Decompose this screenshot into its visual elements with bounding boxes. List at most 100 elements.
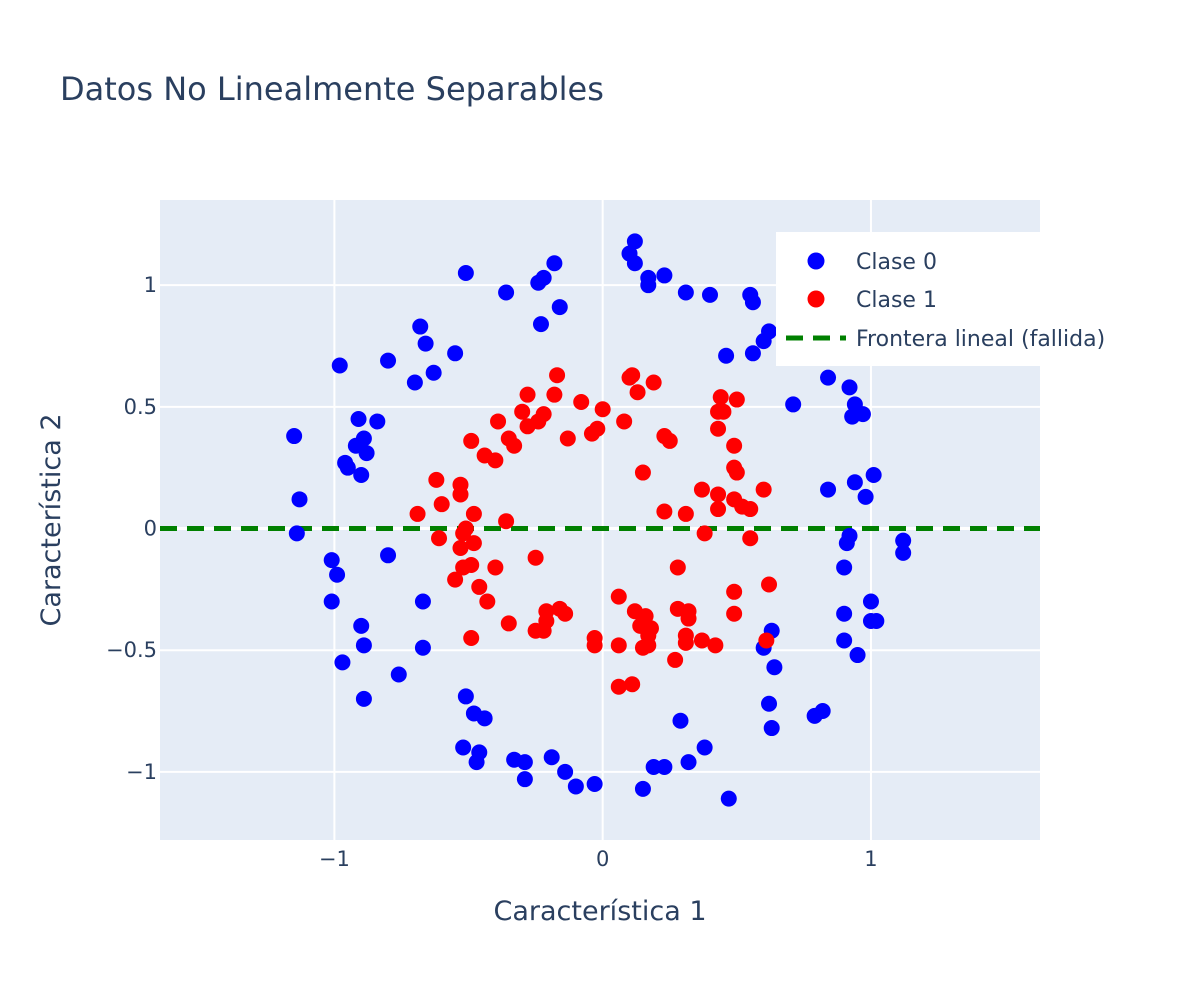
- data-point-clase-0: [543, 749, 560, 766]
- data-point-clase-1: [669, 559, 686, 576]
- data-point-clase-0: [457, 265, 474, 282]
- data-point-clase-0: [557, 763, 574, 780]
- data-point-clase-0: [291, 491, 308, 508]
- chart-title: Datos No Linealmente Separables: [60, 70, 604, 108]
- data-point-clase-1: [693, 632, 710, 649]
- data-point-clase-1: [452, 539, 469, 556]
- data-point-clase-0: [414, 639, 431, 656]
- legend-label-clase-1[interactable]: Clase 1: [856, 288, 937, 313]
- data-point-clase-0: [350, 411, 367, 428]
- data-point-clase-1: [637, 608, 654, 625]
- data-point-clase-0: [506, 751, 523, 768]
- data-point-clase-1: [527, 549, 544, 566]
- data-point-clase-0: [546, 255, 563, 272]
- data-point-clase-0: [895, 544, 912, 561]
- data-point-clase-1: [479, 593, 496, 610]
- data-point-clase-0: [634, 780, 651, 797]
- data-point-clase-0: [761, 695, 778, 712]
- data-point-clase-1: [629, 384, 646, 401]
- data-point-clase-0: [702, 286, 718, 303]
- x-axis-title: Característica 1: [494, 896, 707, 927]
- data-point-clase-1: [610, 588, 627, 605]
- data-point-clase-0: [425, 364, 442, 381]
- data-point-clase-0: [498, 284, 515, 301]
- data-point-clase-0: [471, 744, 488, 761]
- data-point-clase-0: [761, 323, 778, 340]
- y-tick-label: 0: [144, 517, 157, 541]
- data-point-clase-1: [546, 386, 563, 403]
- data-point-clase-1: [728, 391, 745, 408]
- data-point-clase-0: [836, 605, 853, 622]
- data-point-clase-0: [567, 778, 584, 795]
- data-point-clase-1: [447, 571, 464, 588]
- data-point-clase-0: [551, 299, 568, 316]
- data-point-clase-0: [862, 593, 879, 610]
- data-point-clase-0: [814, 703, 831, 720]
- legend-label-frontera[interactable]: Frontera lineal (fallida): [856, 327, 1105, 352]
- data-point-clase-0: [680, 754, 697, 771]
- data-point-clase-1: [693, 481, 710, 498]
- data-point-clase-1: [696, 525, 713, 542]
- y-axis-title: Característica 2: [36, 414, 67, 627]
- data-point-clase-0: [672, 712, 689, 729]
- data-point-clase-1: [490, 413, 507, 430]
- data-point-clase-1: [726, 605, 743, 622]
- data-point-clase-1: [500, 615, 517, 632]
- data-point-clase-1: [712, 389, 729, 406]
- data-point-clase-1: [680, 603, 697, 620]
- data-point-clase-1: [465, 535, 482, 552]
- data-point-clase-0: [380, 547, 397, 564]
- data-point-clase-0: [455, 739, 472, 756]
- legend-label-clase-0[interactable]: Clase 0: [856, 250, 937, 275]
- legend[interactable]: Clase 0 Clase 1 Frontera lineal (fallida…: [776, 232, 1105, 366]
- data-point-clase-0: [854, 406, 871, 423]
- data-point-clase-0: [836, 632, 853, 649]
- data-point-clase-0: [626, 233, 643, 250]
- data-point-clase-0: [516, 771, 533, 788]
- data-point-clase-1: [710, 420, 727, 437]
- data-point-clase-0: [820, 369, 837, 386]
- data-point-clase-0: [744, 294, 761, 311]
- data-point-clase-1: [610, 637, 627, 654]
- data-point-clase-1: [610, 678, 627, 695]
- data-point-clase-0: [329, 566, 346, 583]
- data-point-clase-0: [334, 654, 351, 671]
- data-point-clase-0: [288, 525, 305, 542]
- data-point-clase-0: [323, 552, 340, 569]
- data-point-clase-1: [428, 471, 445, 488]
- data-point-clase-0: [586, 776, 603, 793]
- data-point-clase-1: [616, 413, 633, 430]
- data-point-clase-1: [409, 505, 426, 522]
- data-point-clase-1: [498, 513, 515, 530]
- data-point-clase-0: [718, 347, 735, 364]
- data-point-clase-0: [857, 488, 874, 505]
- data-point-clase-1: [433, 496, 450, 513]
- data-point-clase-1: [431, 530, 448, 547]
- data-point-clase-1: [549, 367, 566, 384]
- data-point-clase-0: [868, 612, 885, 629]
- data-point-clase-1: [559, 430, 576, 447]
- data-point-clase-0: [865, 466, 882, 483]
- data-point-clase-0: [532, 316, 549, 333]
- data-point-clase-0: [535, 269, 552, 286]
- data-point-clase-1: [465, 505, 482, 522]
- data-point-clase-0: [406, 374, 423, 391]
- data-point-clase-0: [369, 413, 386, 430]
- data-point-clase-0: [744, 345, 761, 362]
- data-point-clase-0: [820, 481, 837, 498]
- x-tick-label: −1: [319, 847, 350, 871]
- data-point-clase-1: [728, 464, 745, 481]
- y-tick-label: −0.5: [106, 638, 157, 662]
- data-point-clase-1: [661, 432, 678, 449]
- data-point-clase-1: [506, 437, 523, 454]
- tick-labels: −1 0 1 −1 −0.5 0 0.5 1: [106, 273, 878, 871]
- data-point-clase-0: [838, 535, 855, 552]
- data-point-clase-1: [463, 557, 480, 574]
- x-tick-label: 0: [596, 847, 609, 871]
- data-point-clase-1: [519, 386, 536, 403]
- data-point-clase-1: [710, 501, 727, 518]
- data-point-clase-1: [586, 630, 603, 647]
- data-point-clase-1: [624, 367, 641, 384]
- data-point-clase-1: [677, 505, 694, 522]
